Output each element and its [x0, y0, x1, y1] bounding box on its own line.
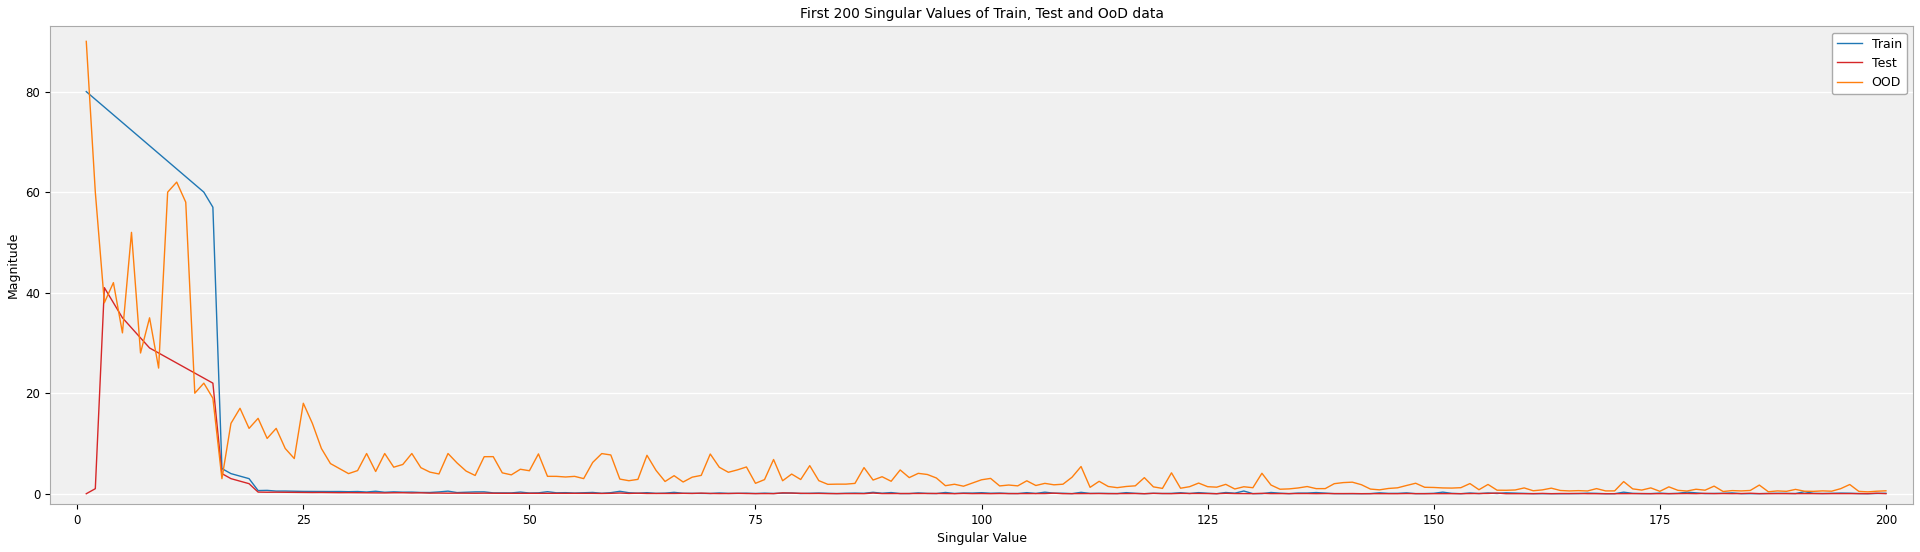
- Test: [563, 490, 586, 497]
- OOD: [1784, 486, 1807, 493]
- Test: [75, 490, 98, 497]
- Train: [148, 150, 171, 157]
- OOD: [1857, 489, 1880, 495]
- Train: [1793, 489, 1816, 495]
- OOD: [409, 464, 432, 471]
- Train: [1594, 490, 1617, 497]
- Train: [182, 181, 205, 188]
- OOD: [75, 38, 98, 45]
- Train: [555, 489, 578, 496]
- Line: Test: Test: [86, 288, 1885, 493]
- Test: [92, 284, 115, 291]
- OOD: [182, 390, 205, 396]
- Line: Train: Train: [86, 92, 1885, 493]
- Test: [192, 375, 215, 381]
- Test: [1874, 490, 1897, 497]
- Title: First 200 Singular Values of Train, Test and OoD data: First 200 Singular Values of Train, Test…: [799, 7, 1164, 21]
- Legend: Train, Test, OOD: Train, Test, OOD: [1832, 33, 1907, 94]
- Train: [75, 88, 98, 95]
- Test: [419, 490, 442, 496]
- X-axis label: Singular Value: Singular Value: [937, 532, 1027, 545]
- Test: [1730, 490, 1753, 497]
- Test: [156, 355, 179, 362]
- Train: [1730, 490, 1753, 497]
- Y-axis label: Magnitude: Magnitude: [8, 232, 19, 298]
- OOD: [148, 365, 171, 371]
- Train: [409, 489, 432, 496]
- Test: [1793, 490, 1816, 497]
- Train: [1874, 490, 1897, 497]
- OOD: [555, 474, 578, 480]
- Line: OOD: OOD: [86, 41, 1885, 492]
- OOD: [1874, 487, 1897, 494]
- OOD: [1720, 487, 1743, 494]
